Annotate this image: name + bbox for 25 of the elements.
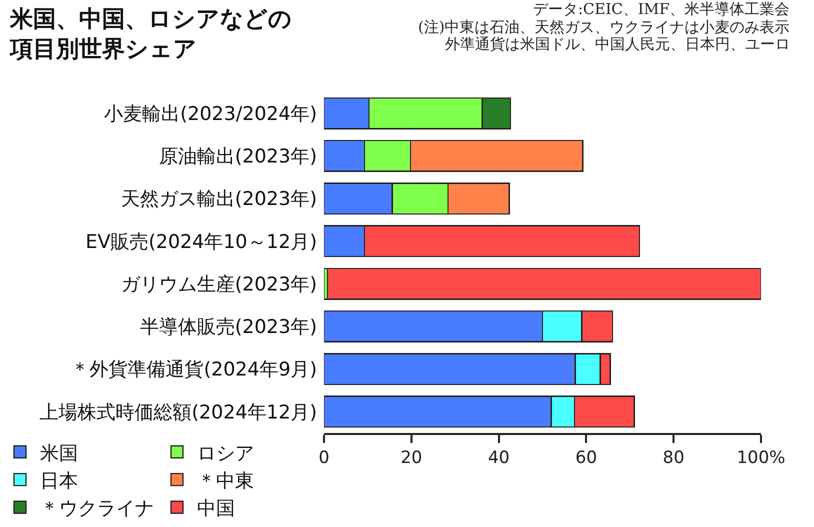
x-tick-label: 40 [488, 448, 510, 468]
bar [326, 268, 761, 300]
x-tick-label: 100% [736, 448, 786, 468]
x-tick-label: 80 [662, 448, 684, 468]
y-tick-label: ＊外貨準備通貨(2024年9月) [70, 358, 317, 381]
legend-label: ＊ウクライナ [40, 498, 154, 520]
legend-label: ＊中東 [197, 470, 254, 492]
text: (注)中東は石油、天然ガス、ウクライナは小麦のみ表示 [418, 18, 790, 36]
legend-label: ロシア [197, 442, 254, 464]
y-tick-label: 天然ガス輸出(2023年) [120, 188, 317, 210]
y-tick-label: 小麦輸出(2023/2024年) [104, 102, 317, 125]
text: 外準通貨は米国ドル、中国人民元、日本円、ユーロ [445, 35, 790, 53]
x-tick-label: 20 [400, 448, 422, 468]
legend-label: 米国 [40, 442, 78, 464]
y-tick-label: EV販売(2024年10～12月) [85, 230, 317, 253]
y-tick-label: ガリウム生産(2023年) [120, 273, 317, 296]
y-tick-label: 半導体販売(2023年) [140, 316, 317, 338]
text: データ:CEIC、IMF、米半導体工業会 [533, 0, 790, 18]
legend-label: 日本 [40, 470, 78, 492]
x-tick-label: 60 [575, 448, 598, 468]
legend-label: 中国 [197, 498, 235, 520]
y-tick-label: 原油輸出(2023年) [158, 146, 317, 168]
x-tick-label: 0 [318, 448, 330, 468]
chart-title: 米国、中国、ロシアなどの項目別世界シェア [8, 6, 292, 62]
y-tick-label: 上場株式時価総額(2024年12月) [40, 401, 317, 424]
